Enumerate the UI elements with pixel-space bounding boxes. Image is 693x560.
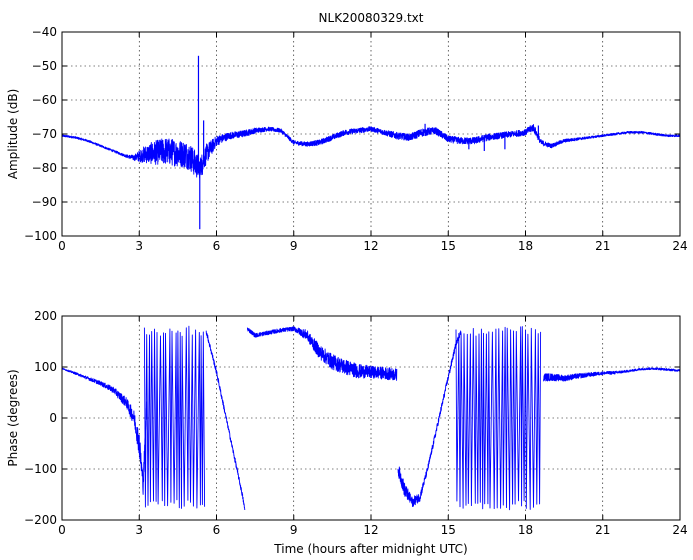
phase-xtick-label: 6: [213, 523, 221, 537]
amplitude-ytick-label: −50: [32, 59, 57, 73]
phase-series-group: [62, 325, 680, 511]
phase-ylabel: Phase (degrees): [6, 369, 20, 466]
amplitude-plot-area: [62, 32, 680, 236]
amplitude-xtick-label: 3: [135, 239, 143, 253]
phase-xlabel: Time (hours after midnight UTC): [273, 542, 467, 556]
amplitude-xtick-label: 21: [595, 239, 610, 253]
phase-ytick-label: 0: [49, 411, 57, 425]
amplitude-ytick-label: −90: [32, 195, 57, 209]
amplitude-ylabel: Amplitude (dB): [6, 89, 20, 180]
phase-wrap-burst-2: [455, 326, 542, 511]
amplitude-xtick-label: 12: [363, 239, 378, 253]
phase-series-line-2: [205, 330, 246, 511]
amplitude-series-line-1: [62, 123, 680, 179]
phase-ytick-label: −200: [24, 513, 57, 527]
phase-series-line-1: [62, 367, 148, 495]
amplitude-ytick-label: −80: [32, 161, 57, 175]
amplitude-ytick-label: −60: [32, 93, 57, 107]
amplitude-xtick-label: 6: [213, 239, 221, 253]
phase-ytick-label: 200: [34, 309, 57, 323]
phase-xtick-label: 0: [58, 523, 66, 537]
amplitude-xtick-label: 0: [58, 239, 66, 253]
phase-ytick-label: 100: [34, 360, 57, 374]
phase-ytick-label: −100: [24, 462, 57, 476]
amplitude-series-group: [62, 55, 680, 230]
phase-series-line-3: [246, 326, 398, 381]
phase-wrap-burst-1: [143, 325, 206, 509]
amplitude-xtick-label: 24: [672, 239, 687, 253]
phase-xtick-label: 18: [518, 523, 533, 537]
amplitude-ytick-label: −100: [24, 229, 57, 243]
amplitude-panel: 0 3 6 9 12 15 18 21 24 −40 −50 −60 −70 −80 −90 −100 NLK2…: [6, 11, 688, 253]
chart-title: NLK20080329.txt: [319, 11, 424, 25]
phase-xtick-label: 24: [672, 523, 687, 537]
phase-xtick-label: 9: [290, 523, 298, 537]
amplitude-xtick-label: 18: [518, 239, 533, 253]
phase-xtick-label: 3: [135, 523, 143, 537]
amplitude-xtick-label: 9: [290, 239, 298, 253]
amplitude-xtick-label: 15: [441, 239, 456, 253]
phase-panel: 0 3 6 9 12 15 18 21 24 200 100 0 −100 −200 Phase (degr…: [6, 309, 688, 556]
phase-xtick-label: 21: [595, 523, 610, 537]
amplitude-ytick-label: −70: [32, 127, 57, 141]
phase-xtick-label: 12: [363, 523, 378, 537]
phase-xtick-label: 15: [441, 523, 456, 537]
phase-series-line-4: [397, 330, 462, 508]
phase-series-line-5: [543, 367, 680, 382]
amplitude-ytick-label: −40: [32, 25, 57, 39]
